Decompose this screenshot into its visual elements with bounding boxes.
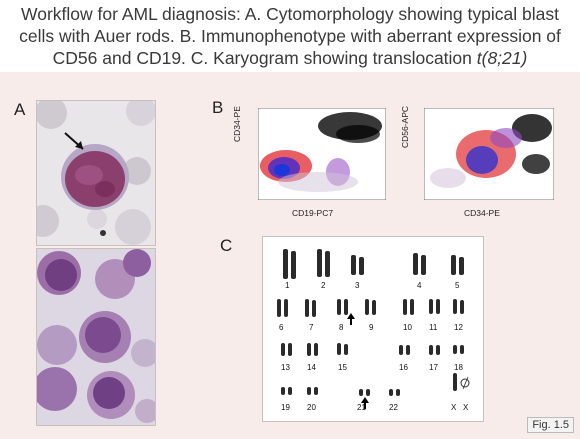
karyo-13: 13 (281, 363, 290, 372)
plot2-y-label: CD56-APC (400, 105, 410, 148)
karyo-3: 3 (355, 281, 360, 290)
karyo-9: 9 (369, 323, 374, 332)
karyo-19: 19 (281, 403, 290, 412)
karyo-11: 11 (429, 323, 438, 332)
caption-line-2: cells with Auer rods. B. Immunophenotype… (19, 26, 561, 46)
karyo-20: 20 (307, 403, 316, 412)
flow-cytometry-plot-cd34-cd19 (257, 107, 387, 201)
plot2-x-label: CD34-PE (464, 208, 500, 218)
karyo-16: 16 (399, 363, 408, 372)
karyo-18: 18 (454, 363, 463, 372)
flow-cytometry-plot-cd56-cd34 (423, 107, 555, 201)
karyo-5: 5 (455, 281, 460, 290)
figure-number: Fig. 1.5 (527, 417, 574, 433)
blast-cell-micrograph-top (36, 100, 156, 246)
caption-line-1: Workflow for AML diagnosis: A. Cytomorph… (21, 4, 559, 24)
karyo-22: 22 (389, 403, 398, 412)
karyo-1: 1 (285, 281, 290, 290)
karyo-15: 15 (338, 363, 347, 372)
karyo-x2: X (463, 403, 469, 412)
panel-label-b: B (212, 98, 224, 117)
figure-caption: Workflow for AML diagnosis: A. Cytomorph… (0, 0, 580, 72)
translocation-label: t(8;21) (476, 48, 528, 68)
karyogram-image: 1 2 3 4 5 6 7 8 9 10 11 12 13 14 15 16 1… (262, 236, 484, 422)
karyo-17: 17 (429, 363, 438, 372)
caption-line-3-text: CD56 and CD19. C. Karyogram showing tran… (52, 48, 477, 68)
figure-panel: A (0, 72, 580, 439)
karyo-7: 7 (309, 323, 314, 332)
karyo-8: 8 (339, 323, 344, 332)
karyo-14: 14 (307, 363, 316, 372)
karyo-2: 2 (321, 281, 326, 290)
karyo-10: 10 (403, 323, 412, 332)
karyo-6: 6 (279, 323, 284, 332)
plot1-x-label: CD19-PC7 (292, 208, 334, 218)
caption-line-3: CD56 and CD19. C. Karyogram showing tran… (0, 47, 580, 69)
panel-label-c: C (220, 236, 233, 255)
karyo-21: 21 (357, 403, 366, 412)
karyo-4: 4 (417, 281, 422, 290)
blast-cell-micrograph-bottom (36, 248, 156, 426)
karyo-12: 12 (454, 323, 463, 332)
plot1-y-label: CD34-PE (232, 106, 242, 142)
panel-label-a: A (14, 100, 26, 119)
karyo-x1: X (451, 403, 457, 412)
